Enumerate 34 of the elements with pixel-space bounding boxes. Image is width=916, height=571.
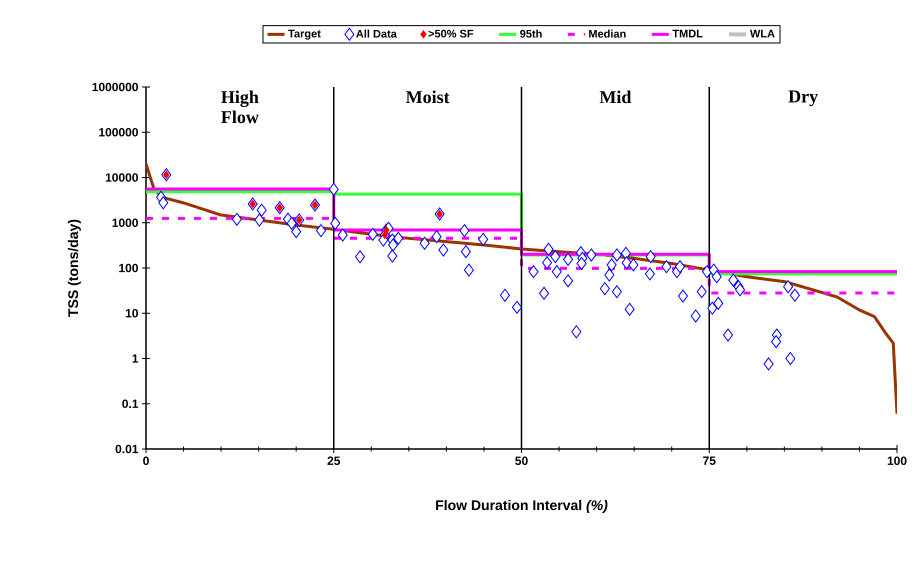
x-tick-label: 50 [515, 456, 528, 466]
annotation: Moist [406, 90, 450, 104]
y-tick-label: 100 [119, 264, 138, 272]
y-tick-label: 1 [132, 354, 138, 363]
y-tick-label: 0.1 [122, 400, 138, 408]
annotation: High Flow [221, 90, 259, 124]
y-tick-label: 0.01 [116, 444, 138, 454]
legend-label: All Data [356, 30, 397, 38]
x-axis-title: Flow Duration Interval (%) [436, 500, 608, 513]
line-series [146, 162, 898, 416]
y-tick-label: 100000 [99, 128, 138, 136]
legend-label: >50% SF [428, 30, 474, 38]
x-tick-label: 25 [328, 456, 340, 466]
x-tick-label: 75 [703, 456, 716, 465]
x-tick-label: 100 [888, 456, 907, 466]
y-tick-label: 1000 [112, 218, 138, 227]
y-tick-label: 1000000 [92, 82, 138, 92]
y-tick-label: 10 [126, 309, 138, 318]
y-axis-title: TSS (tons/day) [68, 220, 81, 317]
legend-label: 95th [520, 30, 542, 38]
point [436, 210, 443, 218]
y-tick-label: 10000 [106, 173, 138, 182]
legend-label: TMDL [672, 30, 703, 38]
annotation: Dry [788, 90, 818, 106]
point [163, 170, 170, 179]
point [250, 200, 256, 208]
x-tick-label: 0 [143, 456, 149, 466]
annotation: Mid [600, 90, 632, 104]
point [312, 201, 318, 210]
legend-label: Target [288, 30, 321, 40]
legend-label: WLA [750, 30, 775, 38]
point [296, 216, 302, 224]
legend-label: Median [589, 30, 626, 38]
point [276, 204, 283, 212]
